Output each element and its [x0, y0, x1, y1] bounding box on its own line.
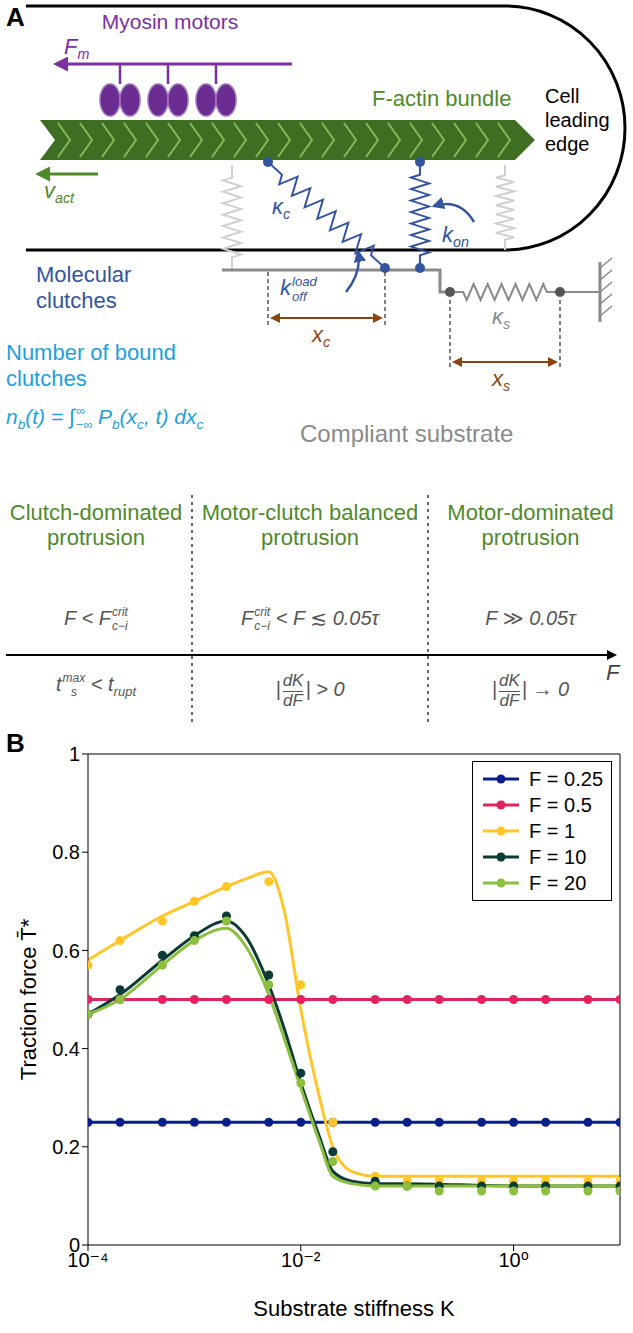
html-text:F = 10: F = 10 [529, 845, 587, 868]
html-text:kload: kload [280, 274, 317, 300]
html-text:dF| → 0: dF| → 0 [499, 678, 570, 710]
html-text:F = 0.5: F = 0.5 [529, 793, 592, 816]
html-text:< trupt: < trupt [85, 673, 136, 700]
html-text:Fcrit: Fcrit [240, 605, 271, 630]
svg-text:Traction force T̄*: Traction force T̄* [16, 918, 41, 1080]
html-text:c−i< F ≲ 0.05τ: c−i< F ≲ 0.05τ [254, 607, 380, 633]
svg-text:Substrate stiffness K: Substrate stiffness K [253, 1296, 455, 1321]
html-text:Motor-clutch balanced protrusi: Motor-clutch balanced protrusion [201, 500, 419, 550]
svg-text:1: 1 [69, 743, 80, 765]
html-text:|dK: |dK [491, 671, 520, 701]
html-text:dF| > 0: dF| > 0 [283, 678, 345, 710]
html-text:Number of bound clutches: Number of bound clutches [6, 340, 176, 391]
svg-text:10⁰: 10⁰ [498, 1249, 528, 1271]
html-text:F = 20: F = 20 [529, 871, 587, 894]
html-text:Myosin motors: Myosin motors [101, 10, 239, 33]
svg-text:0.2: 0.2 [52, 1136, 80, 1158]
html-text:−∞Pb(xc, t) dxc: −∞Pb(xc, t) dxc [75, 405, 204, 433]
html-text:F < Fcrit: F < Fcrit [64, 605, 128, 630]
html-text:B: B [6, 728, 25, 758]
html-text:nb(t) = ∫∞: nb(t) = ∫∞ [6, 404, 85, 433]
html-text:xc: xc [312, 322, 331, 351]
html-text:Clutch-dominated protrusion: Clutch-dominated protrusion [9, 500, 183, 550]
html-text:Cell leading edge: Cell leading edge [545, 85, 610, 155]
html-text:Molecular clutches: Molecular clutches [36, 262, 132, 313]
svg-text:0.6: 0.6 [52, 940, 80, 962]
html-text:tmax: tmax [56, 671, 86, 696]
html-text:F = 1: F = 1 [529, 819, 576, 842]
svg-text:0.8: 0.8 [52, 841, 80, 863]
html-text:A: A [6, 2, 25, 32]
svg-text:0.4: 0.4 [52, 1038, 80, 1060]
html-text:F = 0.25: F = 0.25 [529, 767, 603, 790]
html-text:kon: kon [442, 222, 469, 251]
html-text:κs: κs [492, 304, 511, 333]
html-text:κc: κc [272, 194, 291, 223]
html-text:F: F [606, 660, 620, 685]
html-text:Compliant substrate: Compliant substrate [300, 420, 514, 447]
html-text:xs: xs [492, 366, 511, 395]
html-text:vact: vact [44, 178, 75, 207]
html-text:off: off [292, 289, 307, 305]
svg-text:10⁻²: 10⁻² [281, 1249, 321, 1271]
html-text:Motor-dominated protrusion: Motor-dominated protrusion [447, 500, 614, 550]
html-text:c−i: c−i [112, 618, 128, 633]
svg-text:0: 0 [69, 1234, 80, 1256]
html-text:Fm: Fm [64, 34, 90, 63]
html-text:F ≫ 0.05τ: F ≫ 0.05τ [485, 607, 576, 629]
svg-text:10⁻⁴: 10⁻⁴ [67, 1249, 109, 1272]
html-text:F-actin bundle: F-actin bundle [372, 86, 512, 111]
html-text:|dK: |dK [275, 671, 304, 701]
html-text:s: s [70, 684, 77, 699]
